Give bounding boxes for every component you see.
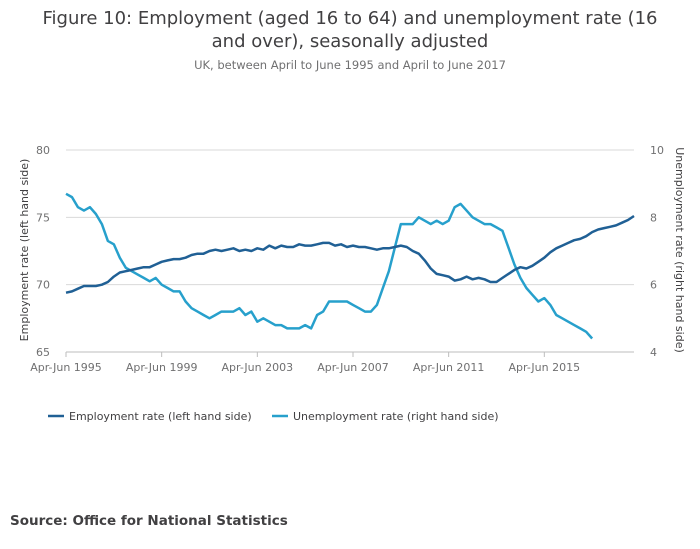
y-tick-label-right: 6 bbox=[650, 279, 657, 292]
y-tick-label-left: 65 bbox=[36, 346, 50, 359]
y-tick-label-left: 80 bbox=[36, 144, 50, 157]
x-tick-label: Apr-Jun 2011 bbox=[413, 361, 485, 374]
y-tick-label-right: 10 bbox=[650, 144, 664, 157]
y-tick-label-left: 75 bbox=[36, 211, 50, 224]
source-note: Source: Office for National Statistics bbox=[10, 513, 288, 529]
legend-label-employment: Employment rate (left hand side) bbox=[69, 410, 252, 423]
y-tick-label-right: 4 bbox=[650, 346, 657, 359]
y-tick-label-left: 70 bbox=[36, 279, 50, 292]
y-axis-title-right: Unemployment rate (right hand side) bbox=[673, 147, 686, 353]
x-tick-label: Apr-Jun 1995 bbox=[30, 361, 102, 374]
legend-label-unemployment: Unemployment rate (right hand side) bbox=[293, 410, 499, 423]
y-axis-title-left: Employment rate (left hand side) bbox=[18, 159, 31, 342]
x-tick-label: Apr-Jun 2007 bbox=[317, 361, 389, 374]
chart-title: Figure 10: Employment (aged 16 to 64) an… bbox=[42, 8, 658, 52]
x-tick-label: Apr-Jun 1999 bbox=[126, 361, 198, 374]
chart-subtitle: UK, between April to June 1995 and April… bbox=[194, 58, 506, 72]
x-tick-label: Apr-Jun 2003 bbox=[222, 361, 294, 374]
x-tick-label: Apr-Jun 2015 bbox=[509, 361, 581, 374]
y-tick-label-right: 8 bbox=[650, 211, 657, 224]
series-line-unemployment bbox=[65, 192, 594, 340]
series-line-employment bbox=[65, 214, 635, 294]
